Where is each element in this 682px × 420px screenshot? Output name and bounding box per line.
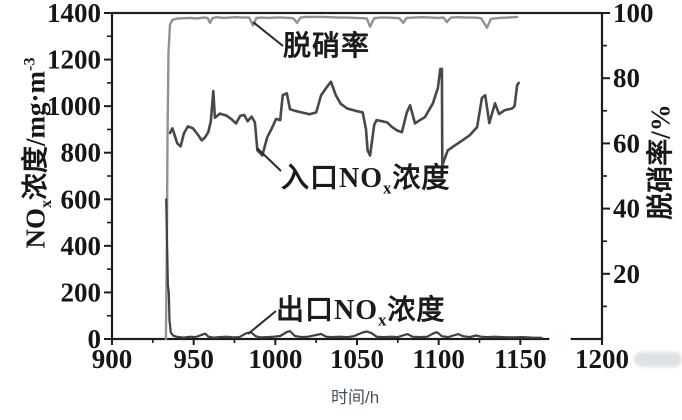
right-tick-label: 100: [613, 0, 654, 28]
right-axis-title: 脱硝率/%: [645, 104, 676, 220]
left-tick-label: 400: [61, 231, 102, 261]
annotation-leader-line: [256, 147, 282, 172]
x-tick-label: 950: [173, 344, 214, 374]
right-tick-label: 20: [613, 259, 640, 289]
x-tick-label: 1000: [248, 344, 302, 374]
left-tick-label: 1400: [47, 0, 101, 28]
annotation-denitration-rate: 脱硝率: [283, 31, 371, 62]
x-tick-label: 1100: [412, 344, 465, 374]
x-tick-label: 1150: [494, 344, 547, 374]
right-tick-label: 80: [613, 63, 640, 93]
watermark-smudge: [634, 352, 682, 367]
x-axis-title: 时间/h: [331, 388, 380, 407]
x-tick-label: 900: [92, 344, 133, 374]
series-outlet-nox-line: [165, 198, 543, 339]
left-tick-label: 600: [61, 184, 102, 214]
left-tick-label: 0: [88, 324, 102, 354]
right-tick-label: 40: [613, 194, 640, 224]
annotation-leader-line: [247, 310, 277, 335]
x-axis-ticks: 900 950 1000 1050 1100 1150 1200: [92, 339, 629, 374]
x-tick-label: 1200: [575, 344, 629, 374]
left-tick-label: 1000: [47, 91, 101, 121]
series-inlet-nox-line: [168, 67, 521, 167]
left-axis-ticks: 0 200 400 600 800 1000 1200 1400: [47, 0, 112, 354]
scan-artifact-notch: [549, 334, 571, 346]
left-tick-label: 200: [61, 277, 102, 307]
right-axis-ticks: 20 40 60 80 100: [602, 0, 654, 308]
annotation-inlet-nox: 入口NOx浓度: [281, 163, 451, 198]
right-tick-label: 60: [613, 128, 640, 158]
left-tick-label: 800: [61, 138, 102, 168]
x-tick-label: 1050: [330, 344, 384, 374]
left-tick-label: 1200: [47, 45, 101, 75]
annotation-outlet-nox: 出口NOx浓度: [276, 295, 446, 330]
left-axis-title: NOx浓度/mg·m-3: [20, 57, 55, 249]
series-denitration-rate-line: [164, 15, 519, 341]
annotation-leader-line: [252, 21, 284, 47]
